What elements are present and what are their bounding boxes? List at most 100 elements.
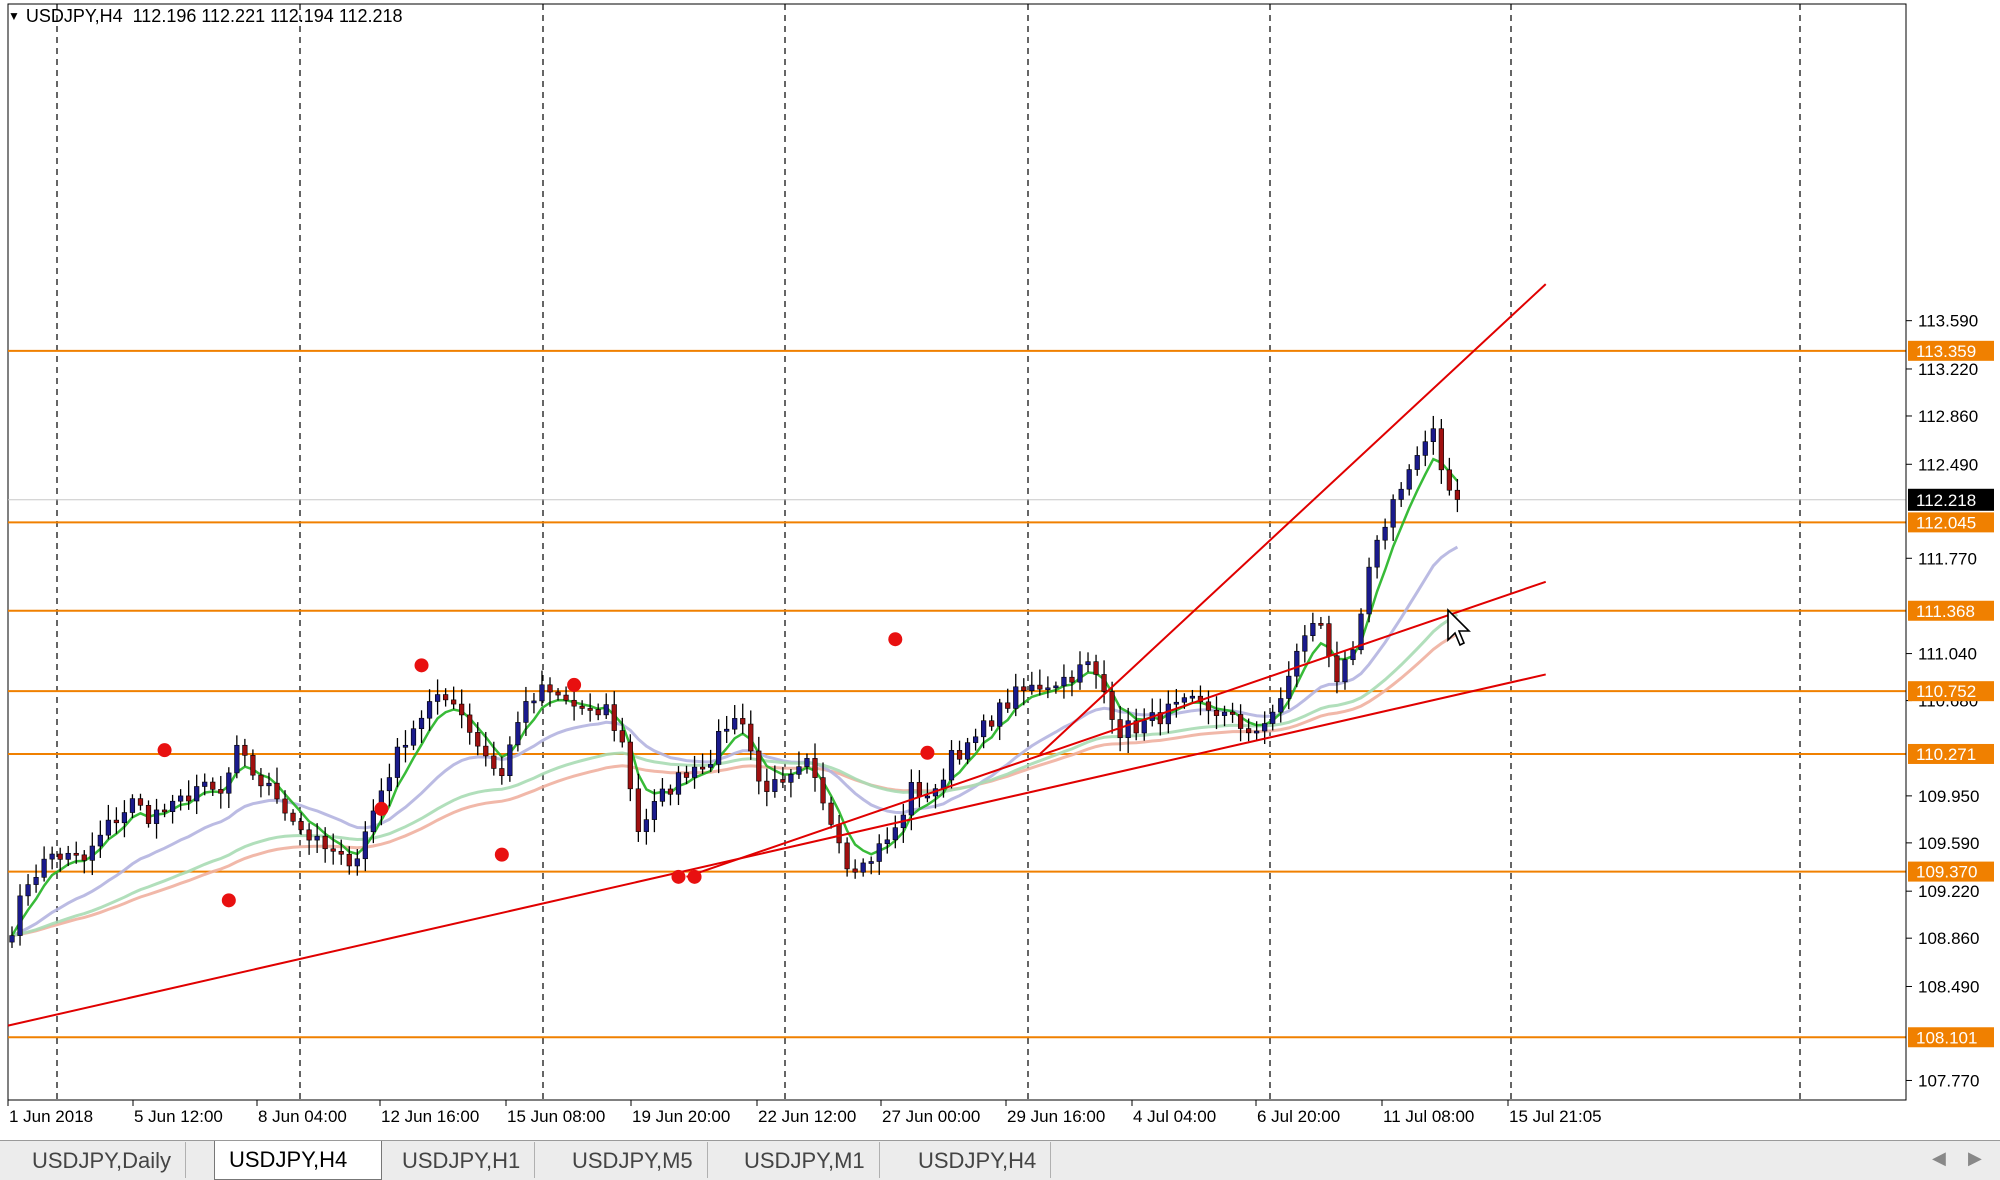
price-tick-label: 113.220 [1918,360,1978,379]
candle-body [250,755,256,776]
candle-body [1278,698,1284,713]
level-price-badge [1908,681,1994,702]
candle-body [547,684,553,693]
price-chart[interactable]: 113.590 113.220 112.860 112.490 111.770 111.0… [0,0,2000,1140]
candle-body [306,829,312,841]
candle-body [73,852,79,856]
tab-usdjpy-h4-active[interactable]: USDJPY,H4 [214,1141,382,1180]
candle-body [732,718,738,730]
candle-body [41,858,47,878]
tab-label: USDJPY,Daily [32,1148,171,1173]
candle-body [426,701,433,719]
candle-body [1181,697,1187,703]
candle-body [844,842,850,870]
candle-body [1318,623,1324,626]
candle-body [242,744,248,756]
level-price-label: 108.101 [1916,1028,1977,1047]
candle-body [1085,661,1091,666]
candle-body [643,819,649,832]
chart-window[interactable]: 113.590 113.220 112.860 112.490 111.770 111.0… [0,0,2000,1140]
candle-body [1350,649,1356,661]
candle-body [499,768,505,777]
candle-body [362,831,368,860]
candle-body [515,722,521,746]
price-tick-label: 113.590 [1918,312,1978,331]
candle-body [1157,712,1163,725]
tab-usdjpy-h4[interactable]: USDJPY,H4 [904,1142,1052,1178]
candle-body [828,802,834,825]
candle-body [981,720,987,738]
candle-body [627,741,633,790]
candle-body [234,744,240,774]
candle-body [1189,695,1196,699]
scroll-left-icon[interactable]: ◀ [1932,1148,1946,1168]
candle-body [796,766,802,775]
candle-body [699,766,706,770]
level-price-badge [1908,340,1994,361]
mouse-cursor-icon [1447,608,1471,647]
candle-body [1326,623,1332,657]
trendline [686,580,1547,878]
tab-usdjpy-m1[interactable]: USDJPY,M1 [730,1142,880,1178]
candle-body [1133,720,1139,734]
candle-body [1390,499,1396,528]
candle-body [1342,659,1348,683]
candle-body [467,714,473,733]
candle-body [418,717,425,730]
candle-body [338,851,344,855]
candle-body [145,805,152,824]
candle-body [170,800,176,812]
candle-body [1334,655,1340,683]
level-price-label: 109.370 [1916,863,1977,882]
candle-body [153,809,160,824]
candle-body [443,694,449,701]
collapse-triangle-icon[interactable]: ▼ [8,9,20,23]
candle-body [852,868,858,873]
candle-body [1109,691,1115,720]
candle-body [675,772,682,795]
candle-body [1302,635,1308,652]
level-price-label: 111.368 [1916,602,1975,621]
time-tick-label: 22 Jun 12:00 [758,1107,856,1126]
candle-body [290,812,296,822]
candle-body [97,834,103,847]
candle-body [25,884,31,897]
tab-usdjpy-m5[interactable]: USDJPY,M5 [558,1142,708,1178]
candle-body [1053,685,1059,689]
candle-body [459,703,465,716]
current-price-badge [1908,488,1994,511]
candle-body [860,862,866,873]
candle-body [651,801,657,820]
candle-body [772,779,778,792]
tab-usdjpy-h1[interactable]: USDJPY,H1 [388,1142,536,1178]
candle-body [194,786,200,802]
trendline [1039,283,1547,755]
level-price-badge [1908,512,1994,533]
candle-body [258,774,264,787]
swing-low-marker [494,847,509,862]
candle-body [1406,469,1412,490]
ohlc-readout: 112.196 112.221 112.194 112.218 [132,6,403,26]
swing-high-marker [567,677,582,692]
tab-label: USDJPY,M1 [744,1148,865,1173]
chart-header: ▼ USDJPY,H4 112.196 112.221 112.194 112.2… [8,6,403,27]
candle-body [836,824,842,844]
candle-body [595,709,601,716]
time-tick-label: 8 Jun 04:00 [258,1107,347,1126]
candle-body [691,766,698,778]
candle-body [330,848,336,852]
candle-body [539,684,545,702]
tab-usdjpy-daily[interactable]: USDJPY,Daily [18,1142,186,1178]
candle-body [708,764,714,768]
candle-body [1165,703,1171,725]
candle-body [780,779,786,783]
price-tick-label: 108.490 [1918,977,1979,996]
candle-body [105,819,111,836]
time-tick-label: 1 Jun 2018 [9,1107,93,1126]
candle-body [81,854,87,861]
candle-body [410,728,417,746]
candle-body [274,782,280,800]
candle-body [298,821,304,831]
time-tick-label: 19 Jun 20:00 [632,1107,730,1126]
scroll-right-icon[interactable]: ▶ [1968,1148,1982,1168]
